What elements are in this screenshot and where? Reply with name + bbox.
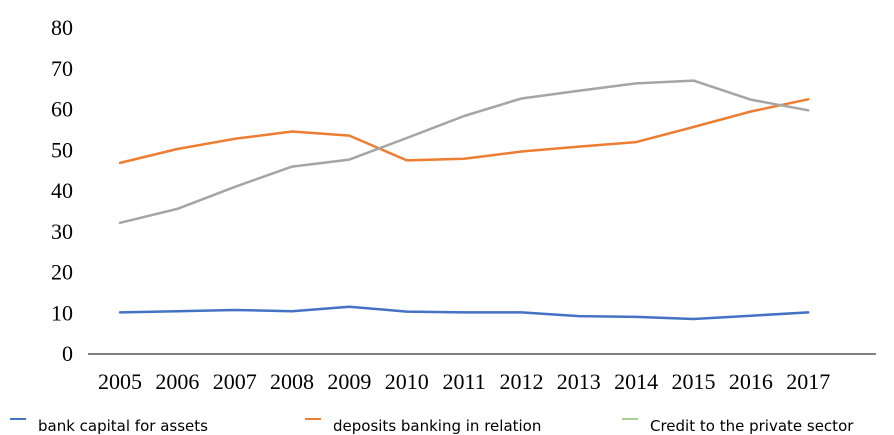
x-tick-label: 2011	[443, 369, 486, 394]
legend-item: bank capital for assets	[10, 417, 208, 435]
x-tick-label: 2008	[270, 369, 314, 394]
x-tick-label: 2006	[155, 369, 199, 394]
y-tick-label: 80	[51, 15, 73, 40]
legend-label: deposits banking in relation	[333, 417, 541, 435]
y-tick-label: 40	[51, 178, 73, 203]
y-tick-label: 30	[51, 219, 73, 244]
y-tick-label: 60	[51, 97, 73, 122]
y-axis-ticks: 0 10 20 30 40 50 60 70 80	[51, 15, 73, 366]
x-tick-label: 2013	[557, 369, 601, 394]
legend-item: Credit to the private sector	[622, 417, 854, 435]
x-axis-ticks: 2005 2006 2007 2008 2009 2010 2011 2012 2013 2014…	[98, 369, 830, 394]
x-tick-label: 2009	[327, 369, 371, 394]
legend-item: deposits banking in relation	[305, 417, 541, 435]
y-tick-label: 0	[62, 341, 73, 366]
x-tick-label: 2005	[98, 369, 142, 394]
x-tick-label: 2012	[499, 369, 543, 394]
legend-label: Credit to the private sector	[650, 417, 854, 435]
x-tick-label: 2015	[672, 369, 716, 394]
x-tick-label: 2016	[729, 369, 773, 394]
series-line-3	[118, 79, 810, 225]
y-tick-label: 10	[51, 300, 73, 325]
legend: bank capital for assets deposits banking …	[10, 417, 854, 435]
y-tick-label: 50	[51, 137, 73, 162]
y-tick-label: 70	[51, 56, 73, 81]
x-tick-label: 2010	[385, 369, 429, 394]
series-line-2	[118, 98, 810, 165]
x-tick-label: 2017	[786, 369, 830, 394]
y-tick-label: 20	[51, 260, 73, 285]
series-line-1	[118, 305, 810, 321]
x-tick-label: 2014	[614, 369, 658, 394]
legend-label: bank capital for assets	[38, 417, 208, 435]
x-tick-label: 2007	[213, 369, 257, 394]
series-lines	[118, 79, 810, 321]
